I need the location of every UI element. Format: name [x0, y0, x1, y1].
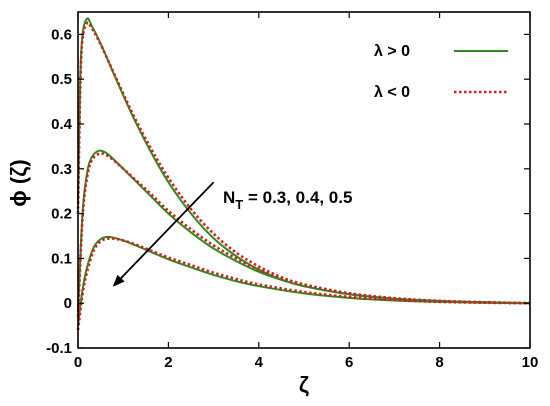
- curves-layer: [76, 17, 531, 331]
- x-axis-label: ζ: [299, 372, 309, 397]
- y-tick-label-4: 0.3: [51, 161, 72, 178]
- plot-frame: [77, 11, 531, 349]
- series-lambda-positive-curve-0: [77, 17, 531, 305]
- y-tick-label-3: 0.2: [51, 206, 72, 223]
- x-tick-label-5: 10: [522, 354, 539, 371]
- y-tick-label-2: 0.1: [51, 250, 72, 267]
- series-lambda-negative-curve-1: [76, 152, 531, 317]
- legend-label-positive: λ > 0: [374, 43, 410, 60]
- x-tick-label-2: 4: [255, 354, 264, 371]
- x-tick-label-0: 0: [74, 354, 82, 371]
- annotation-nt: NT = 0.3, 0.4, 0.5: [223, 188, 352, 212]
- x-tick-label-3: 6: [345, 354, 353, 371]
- series-lambda-positive-curve-1: [77, 149, 531, 313]
- ticks-layer: 0 2 4 6 8 10-0.100.10.20.30.40.50.6: [46, 12, 538, 371]
- y-tick-label-7: 0.6: [51, 26, 72, 43]
- series-lambda-negative-curve-0: [76, 21, 531, 305]
- y-tick-label-1: 0: [64, 295, 72, 312]
- y-tick-label-5: 0.4: [51, 116, 73, 133]
- legend: λ > 0 λ < 0: [374, 43, 508, 101]
- annotation-arrow: [112, 181, 215, 287]
- y-tick-label-6: 0.5: [51, 71, 72, 88]
- y-tick-label-0: -0.1: [46, 340, 72, 357]
- series-lambda-negative-curve-2: [76, 237, 531, 331]
- x-tick-label-4: 8: [435, 354, 443, 371]
- y-axis-label: ϕ (ζ): [6, 159, 31, 206]
- series-lambda-positive-curve-2: [77, 235, 531, 326]
- legend-label-negative: λ < 0: [374, 84, 410, 101]
- x-tick-label-1: 2: [164, 354, 172, 371]
